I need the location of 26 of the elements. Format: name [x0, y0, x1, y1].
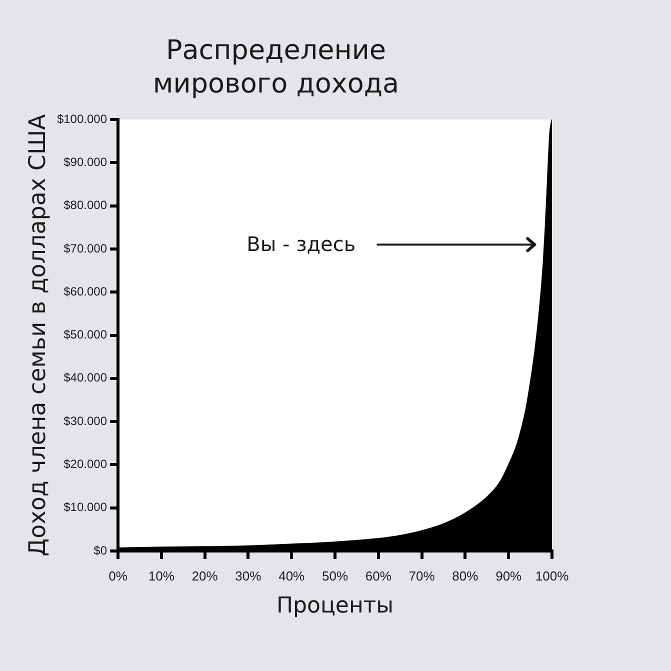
y-tick-label: $10.000: [64, 500, 108, 514]
x-tick-label: 20%: [192, 568, 218, 584]
y-tick-label: $60.000: [64, 284, 108, 298]
y-tick-label: $90.000: [64, 154, 108, 169]
y-tick-label: $100.000: [56, 112, 108, 126]
y-tick-label: $70.000: [64, 241, 108, 256]
x-axis-title: Проценты: [276, 594, 394, 619]
y-tick-label: $0: [94, 543, 108, 558]
x-tick-label: 70%: [408, 568, 436, 584]
x-tick-label: 50%: [322, 568, 348, 584]
y-tick-label: $50.000: [64, 328, 108, 342]
y-tick-label: $80.000: [64, 198, 108, 212]
x-tick-label: 60%: [365, 568, 392, 584]
x-tick-label: 0%: [108, 568, 128, 584]
x-tick-label: 90%: [496, 568, 522, 584]
x-tick-label: 40%: [278, 568, 306, 584]
y-tick-label: $40.000: [64, 370, 108, 385]
y-axis-title: Доход члена семьи в долларах США: [24, 114, 51, 556]
chart-title: Распределение мирового дохода: [152, 34, 400, 100]
annotation: Вы - здесь: [246, 232, 356, 256]
x-tick-label: 30%: [235, 568, 262, 584]
x-tick-label: 80%: [452, 568, 479, 584]
y-tick-label: $20.000: [64, 457, 108, 472]
x-tick-label: 100%: [535, 568, 570, 584]
y-tick-label: $30.000: [64, 414, 108, 428]
x-tick-label: 10%: [148, 568, 175, 584]
